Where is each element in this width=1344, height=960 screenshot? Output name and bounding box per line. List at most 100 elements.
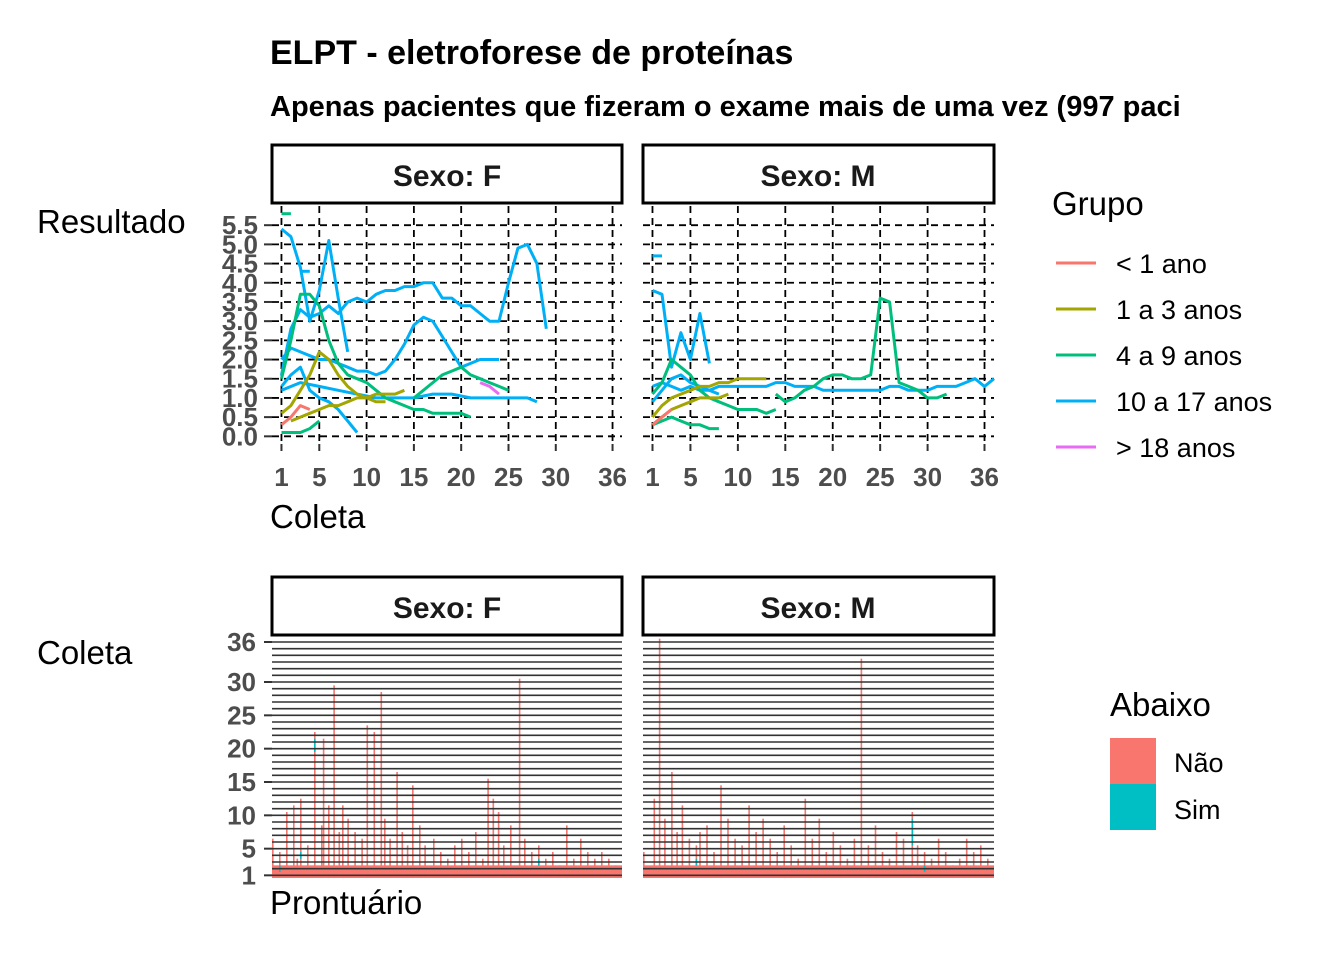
line-series-18 xyxy=(774,296,948,404)
line-series-15 xyxy=(651,289,711,369)
legend-label-nao: Não xyxy=(1174,748,1224,778)
line-y-tick-label-3: 1.5 xyxy=(222,364,258,394)
line-series-11 xyxy=(290,388,405,423)
bar-87 xyxy=(853,838,856,878)
line-chart-ticks: 1 5 10 15 20 25 30 36 1 5 10 15 20 25 30 360.00.51.01.5… xyxy=(222,210,999,492)
strip-sexo-m-bottom-label: Sexo: M xyxy=(760,592,875,625)
line-chart-panel: Resultado Coleta Sexo: F Sexo: M 1 5 10 15 2… xyxy=(37,143,999,535)
strip-sexo-m-top xyxy=(641,143,996,205)
bar-83 xyxy=(825,852,828,878)
line-y-tick-label-1: 0.5 xyxy=(222,402,258,432)
bar-50 xyxy=(580,838,582,878)
bar-38 xyxy=(497,812,500,878)
line-x-tick-label-1-0: 1 xyxy=(645,462,659,492)
legend-label-10-17: 10 a 17 anos xyxy=(1116,387,1272,417)
line-y-tick-label-6: 3.0 xyxy=(222,306,258,336)
bar-40 xyxy=(510,825,512,879)
line-series-7 xyxy=(412,365,510,400)
line-x-tick-label-0-6: 30 xyxy=(541,462,570,492)
bar-32 xyxy=(461,838,463,878)
bar-y-tick-label-1: 5 xyxy=(242,834,256,864)
line-x-tick-label-0-0: 1 xyxy=(274,462,288,492)
chart-title: ELPT - eletroforese de proteínas xyxy=(270,34,793,72)
bar-28 xyxy=(433,838,435,878)
line-chart-x-axis-title: Coleta xyxy=(270,498,366,535)
bar-46 xyxy=(552,852,554,878)
chart-subtitle: Apenas pacientes que fizeram o exame mai… xyxy=(270,91,1181,123)
line-x-tick-label-1-5: 25 xyxy=(866,462,895,492)
bar-25 xyxy=(412,785,414,879)
line-x-tick-label-0-1: 5 xyxy=(312,462,326,492)
strip-sexo-f-top-label: Sexo: F xyxy=(393,160,501,193)
bar-60 xyxy=(671,772,673,878)
line-series-8 xyxy=(281,419,321,434)
line-series-12 xyxy=(280,404,311,426)
line-series-0 xyxy=(280,242,548,376)
bar-42 xyxy=(524,838,526,878)
legend-abaixo-title: Abaixo xyxy=(1110,686,1211,723)
legend-grupo-title: Grupo xyxy=(1052,185,1144,222)
bar-41 xyxy=(518,678,521,878)
bar-26 xyxy=(419,825,421,879)
bar-chart-panel: Coleta Prontuário Sexo: F Sexo: M 151015… xyxy=(37,575,996,921)
line-y-tick-label-10: 5.0 xyxy=(222,229,258,259)
bar-y-tick-label-7: 36 xyxy=(227,627,256,657)
bar-81 xyxy=(811,838,814,878)
legend-label-lt1: < 1 ano xyxy=(1116,249,1207,279)
legend-key-nao xyxy=(1110,738,1156,784)
bar-58 xyxy=(658,638,661,878)
line-series-2 xyxy=(280,227,350,353)
bar-47 xyxy=(559,865,561,879)
line-series-23 xyxy=(651,408,673,426)
bar-chart-gridlines xyxy=(272,641,994,877)
line-chart-gridlines xyxy=(272,206,994,444)
line-y-tick-label-8: 4.0 xyxy=(222,268,258,298)
bar-51 xyxy=(587,852,589,878)
bar-66 xyxy=(706,825,708,879)
bar-29 xyxy=(440,852,442,878)
line-y-tick-label-5: 2.5 xyxy=(222,325,258,355)
bar-18 xyxy=(373,732,376,878)
strip-sexo-m-bottom xyxy=(641,575,996,637)
bar-y-tick-label-3: 15 xyxy=(227,767,256,797)
strip-sexo-f-bottom-label: Sexo: F xyxy=(393,592,501,625)
bar-33 xyxy=(468,852,470,878)
bar-94 xyxy=(902,838,905,878)
line-y-tick-label-9: 4.5 xyxy=(222,249,258,279)
line-series-19 xyxy=(651,358,777,415)
bar-y-tick-label-4: 20 xyxy=(227,734,256,764)
legend-key-sim xyxy=(1110,784,1156,830)
line-x-tick-label-0-7: 36 xyxy=(598,462,627,492)
bar-y-tick-label-6: 30 xyxy=(227,667,256,697)
bar-100 xyxy=(944,852,947,878)
line-x-tick-label-1-1: 5 xyxy=(683,462,697,492)
bar-y-tick-label-0: 1 xyxy=(242,860,256,890)
bar-1 xyxy=(279,852,281,878)
bar-70 xyxy=(734,838,736,878)
line-series-20 xyxy=(651,415,719,431)
bar-37 xyxy=(492,798,495,878)
line-y-tick-label-4: 2.0 xyxy=(222,345,258,375)
legend-abaixo: Abaixo Não Sim xyxy=(1110,686,1224,830)
line-y-tick-label-2: 1.0 xyxy=(222,383,258,413)
bar-53 xyxy=(601,852,603,878)
bar-99 xyxy=(937,838,940,878)
line-series-6 xyxy=(280,292,472,419)
bar-y-tick-label-5: 25 xyxy=(227,700,256,730)
line-chart-y-axis-title: Resultado xyxy=(37,203,186,240)
bar-chart-y-axis-title: Coleta xyxy=(37,634,133,671)
bar-104 xyxy=(972,852,975,878)
line-x-tick-label-1-3: 15 xyxy=(771,462,800,492)
bar-101 xyxy=(951,865,954,879)
legend-label-gt18: > 18 anos xyxy=(1116,433,1235,463)
bar-48 xyxy=(566,825,568,879)
bar-0 xyxy=(272,838,274,878)
line-series-21 xyxy=(651,377,767,419)
strip-sexo-f-bottom xyxy=(270,575,624,637)
line-x-tick-label-1-6: 30 xyxy=(913,462,942,492)
line-y-tick-label-11: 5.5 xyxy=(222,210,258,240)
strip-sexo-m-top-label: Sexo: M xyxy=(760,160,875,193)
line-x-tick-label-0-2: 10 xyxy=(352,462,381,492)
legend-label-4-9: 4 a 9 anos xyxy=(1116,341,1242,371)
